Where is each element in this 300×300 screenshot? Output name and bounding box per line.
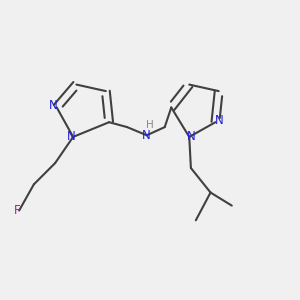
Text: N: N — [67, 130, 76, 143]
Text: N: N — [49, 99, 58, 112]
Text: H: H — [146, 121, 154, 130]
Text: N: N — [215, 114, 224, 127]
Text: N: N — [142, 129, 151, 142]
Text: F: F — [14, 204, 21, 217]
Text: N: N — [187, 130, 195, 143]
